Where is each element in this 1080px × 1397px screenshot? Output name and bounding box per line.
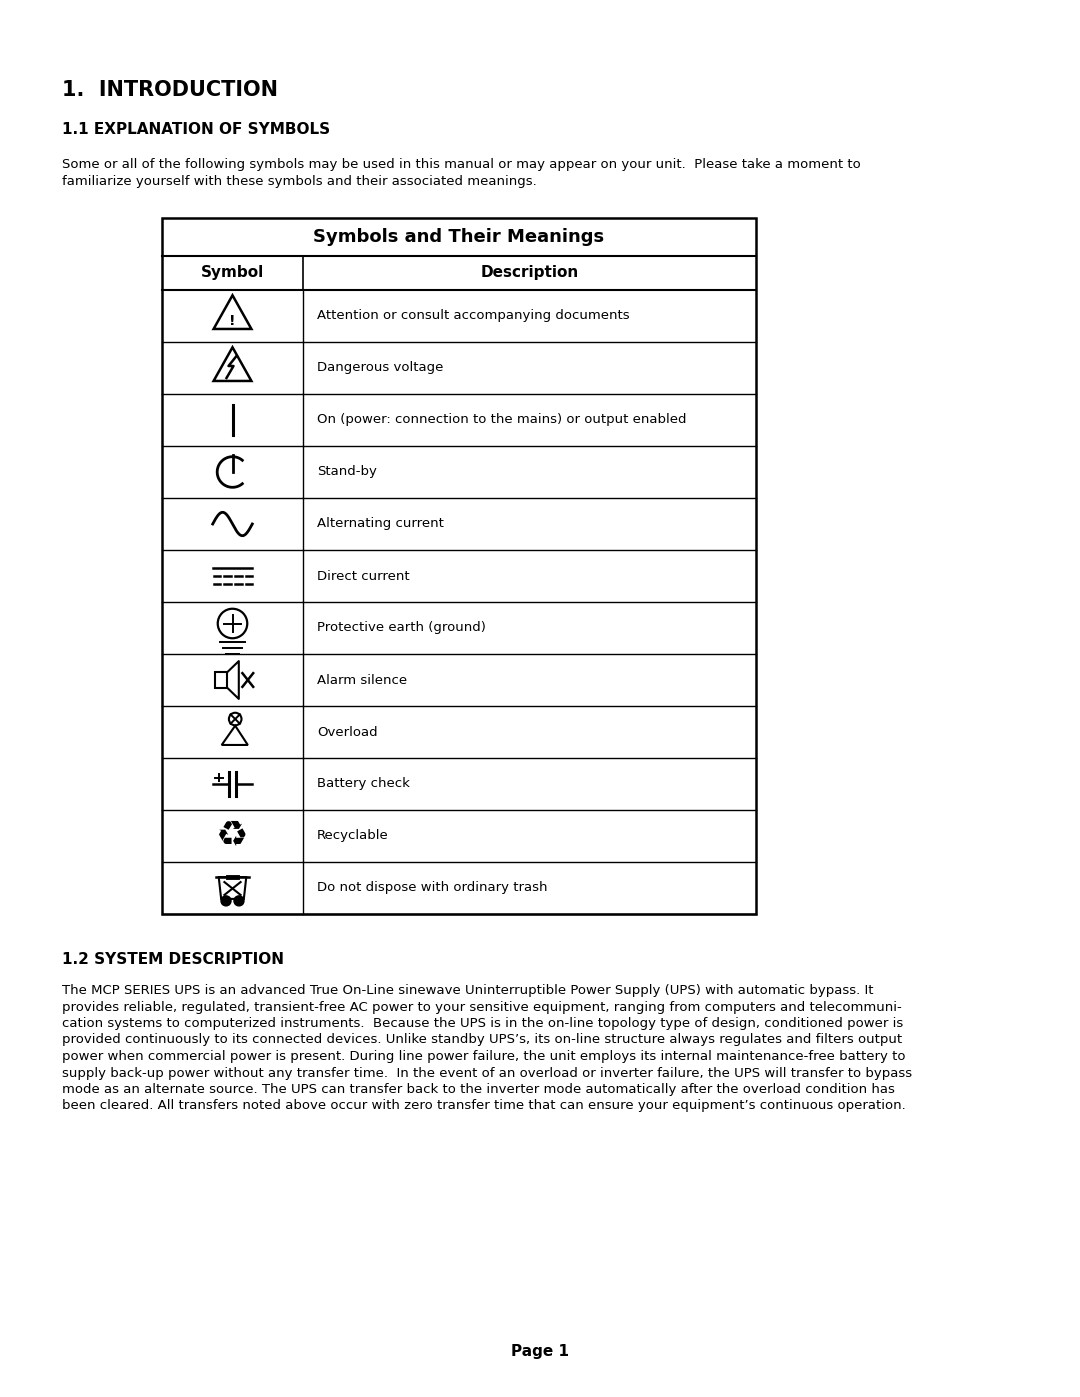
Text: Overload: Overload xyxy=(318,725,378,739)
Text: Some or all of the following symbols may be used in this manual or may appear on: Some or all of the following symbols may… xyxy=(62,158,861,170)
Text: Alarm silence: Alarm silence xyxy=(318,673,407,686)
Text: 1.1 EXPLANATION OF SYMBOLS: 1.1 EXPLANATION OF SYMBOLS xyxy=(62,122,330,137)
Text: Recyclable: Recyclable xyxy=(318,830,389,842)
Text: Attention or consult accompanying documents: Attention or consult accompanying docume… xyxy=(318,310,630,323)
Bar xyxy=(162,218,756,914)
Text: Protective earth (ground): Protective earth (ground) xyxy=(318,622,486,634)
Text: provided continuously to its connected devices. Unlike standby UPS’s, its on-lin: provided continuously to its connected d… xyxy=(62,1034,902,1046)
Text: Alternating current: Alternating current xyxy=(318,517,444,531)
Text: been cleared. All transfers noted above occur with zero transfer time that can e: been cleared. All transfers noted above … xyxy=(62,1099,906,1112)
Bar xyxy=(215,672,227,687)
Text: Symbol: Symbol xyxy=(201,265,265,281)
Text: Description: Description xyxy=(481,265,579,281)
Text: 1.  INTRODUCTION: 1. INTRODUCTION xyxy=(62,80,278,101)
Text: supply back-up power without any transfer time.  In the event of an overload or : supply back-up power without any transfe… xyxy=(62,1066,913,1080)
Text: Dangerous voltage: Dangerous voltage xyxy=(318,362,444,374)
Text: ♻: ♻ xyxy=(216,819,248,854)
Text: power when commercial power is present. During line power failure, the unit empl: power when commercial power is present. … xyxy=(62,1051,905,1063)
Text: On (power: connection to the mains) or output enabled: On (power: connection to the mains) or o… xyxy=(318,414,687,426)
Text: mode as an alternate source. The UPS can transfer back to the inverter mode auto: mode as an alternate source. The UPS can… xyxy=(62,1083,895,1097)
Text: familiarize yourself with these symbols and their associated meanings.: familiarize yourself with these symbols … xyxy=(62,175,537,189)
Text: Battery check: Battery check xyxy=(318,778,410,791)
Text: 1.2 SYSTEM DESCRIPTION: 1.2 SYSTEM DESCRIPTION xyxy=(62,951,284,967)
Text: Symbols and Their Meanings: Symbols and Their Meanings xyxy=(313,228,605,246)
Text: Direct current: Direct current xyxy=(318,570,409,583)
Text: provides reliable, regulated, transient-free AC power to your sensitive equipmen: provides reliable, regulated, transient-… xyxy=(62,1000,902,1013)
Text: cation systems to computerized instruments.  Because the UPS is in the on-line t: cation systems to computerized instrumen… xyxy=(62,1017,903,1030)
Circle shape xyxy=(221,895,231,905)
Text: Do not dispose with ordinary trash: Do not dispose with ordinary trash xyxy=(318,882,548,894)
Circle shape xyxy=(234,895,244,905)
Text: The MCP SERIES UPS is an advanced True On-Line sinewave Uninterruptible Power Su: The MCP SERIES UPS is an advanced True O… xyxy=(62,983,874,997)
Text: !: ! xyxy=(229,314,235,328)
Text: Stand-by: Stand-by xyxy=(318,465,377,479)
Text: Page 1: Page 1 xyxy=(511,1344,569,1359)
